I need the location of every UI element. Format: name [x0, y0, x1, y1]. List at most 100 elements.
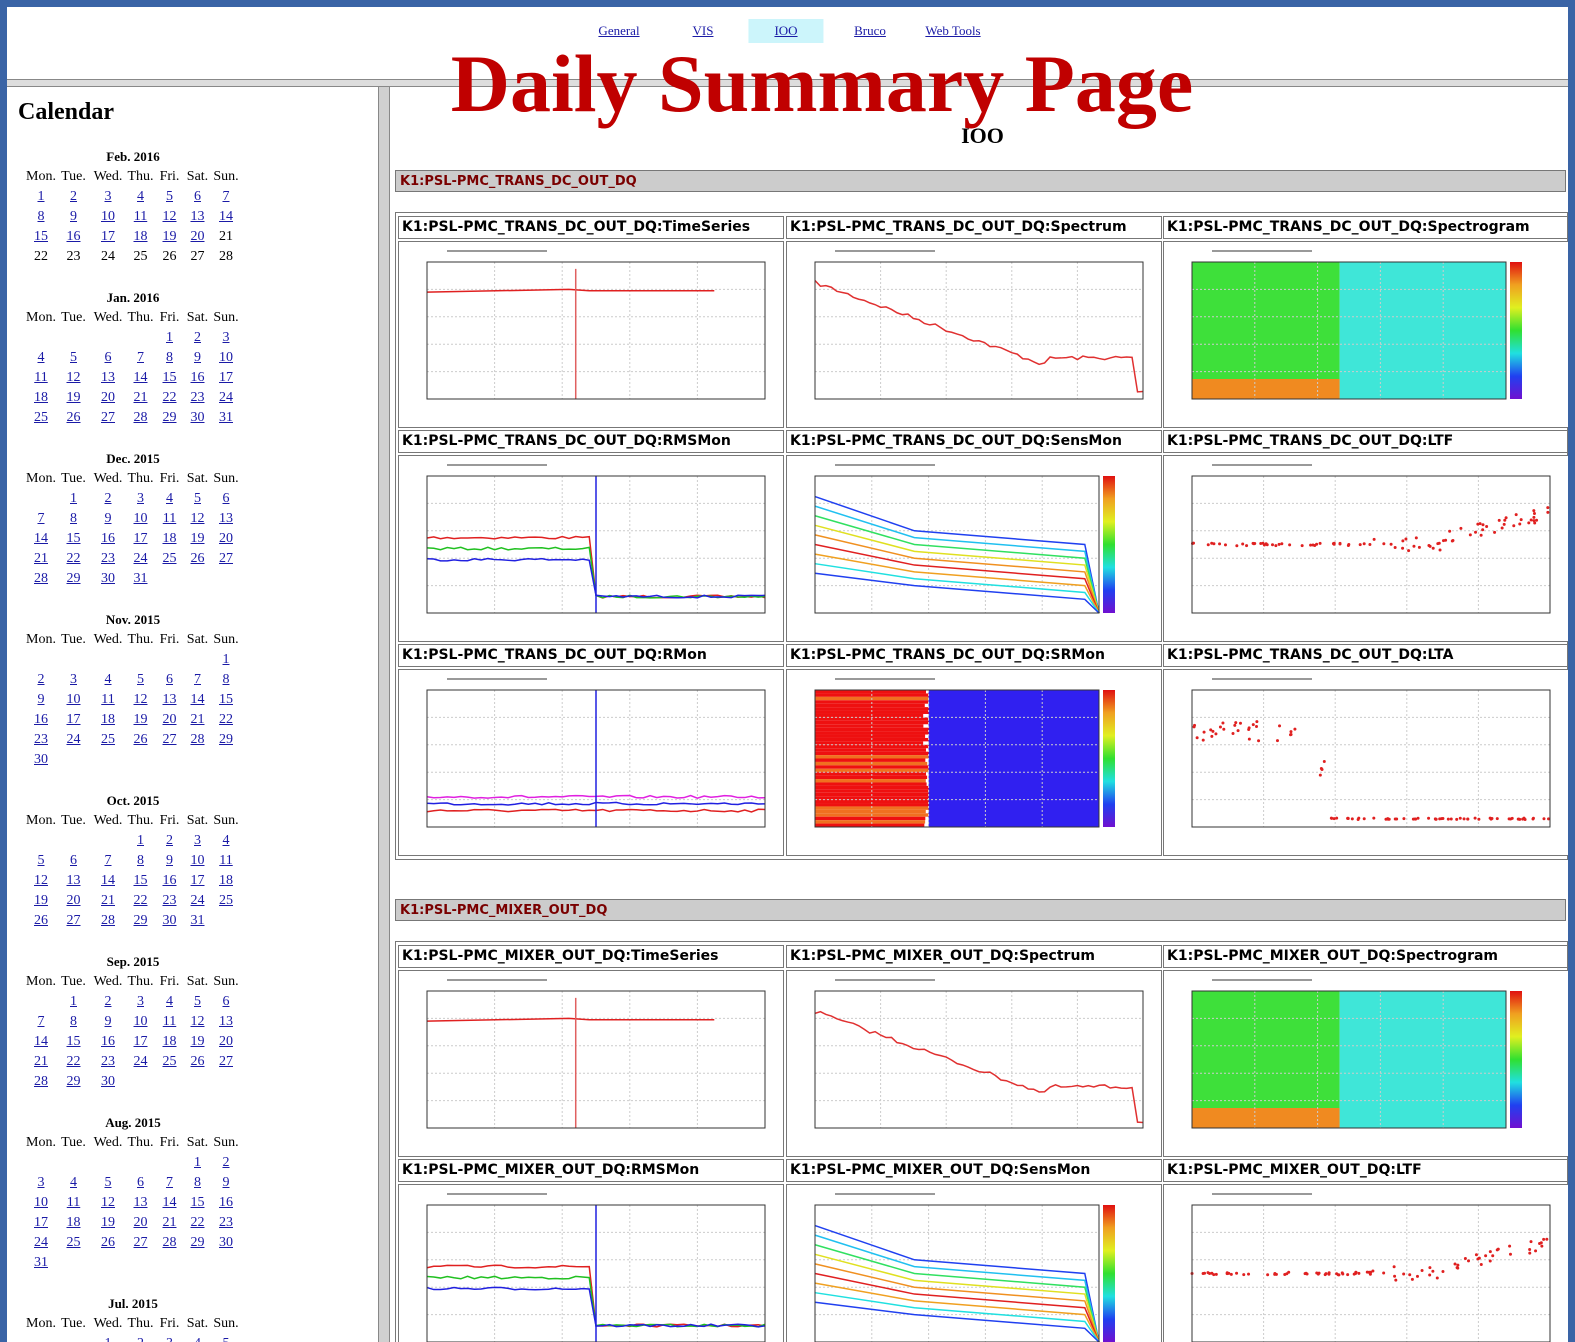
- day-link[interactable]: 22: [162, 390, 177, 405]
- day-link[interactable]: 17: [219, 370, 233, 385]
- day-link[interactable]: 14: [133, 370, 148, 385]
- day-link[interactable]: 9: [37, 692, 45, 707]
- day-link[interactable]: 15: [34, 229, 48, 244]
- day-link[interactable]: 17: [133, 1034, 148, 1049]
- day-link[interactable]: 25: [66, 1235, 81, 1250]
- day-link[interactable]: 8: [70, 511, 77, 526]
- day-link[interactable]: 7: [37, 1014, 45, 1029]
- day-link[interactable]: 8: [137, 853, 144, 868]
- day-link[interactable]: 13: [66, 873, 81, 888]
- day-link[interactable]: 5: [166, 189, 173, 204]
- day-link[interactable]: 21: [101, 893, 115, 908]
- day-link[interactable]: 4: [137, 189, 144, 204]
- day-link[interactable]: 3: [194, 833, 201, 848]
- day-link[interactable]: 20: [219, 531, 233, 546]
- day-link[interactable]: 2: [194, 330, 201, 345]
- day-link[interactable]: 18: [133, 229, 148, 244]
- day-link[interactable]: 2: [137, 1336, 144, 1342]
- day-link[interactable]: 4: [166, 491, 173, 506]
- day-link[interactable]: 29: [162, 410, 177, 425]
- day-link[interactable]: 1: [70, 994, 77, 1009]
- day-link[interactable]: 8: [194, 1175, 201, 1190]
- day-link[interactable]: 11: [34, 370, 48, 385]
- day-link[interactable]: 1: [37, 189, 45, 204]
- day-link[interactable]: 23: [190, 390, 205, 405]
- day-link[interactable]: 22: [190, 1215, 205, 1230]
- day-link[interactable]: 20: [101, 390, 115, 405]
- day-link[interactable]: 16: [66, 229, 81, 244]
- day-link[interactable]: 17: [66, 712, 81, 727]
- day-link[interactable]: 11: [66, 1195, 81, 1210]
- day-link[interactable]: 25: [101, 732, 115, 747]
- day-link[interactable]: 9: [194, 350, 201, 365]
- day-link[interactable]: 10: [101, 209, 115, 224]
- day-link[interactable]: 5: [70, 350, 77, 365]
- day-link[interactable]: 3: [137, 994, 144, 1009]
- day-link[interactable]: 14: [34, 1034, 48, 1049]
- day-link[interactable]: 7: [137, 350, 144, 365]
- day-link[interactable]: 15: [66, 531, 81, 546]
- day-link[interactable]: 30: [162, 913, 177, 928]
- nav-link[interactable]: VIS: [692, 23, 714, 38]
- day-link[interactable]: 19: [162, 229, 177, 244]
- day-link[interactable]: 13: [162, 692, 177, 707]
- day-link[interactable]: 15: [66, 1034, 81, 1049]
- day-link[interactable]: 15: [190, 1195, 205, 1210]
- day-link[interactable]: 27: [133, 1235, 148, 1250]
- day-link[interactable]: 29: [66, 1074, 81, 1089]
- day-link[interactable]: 22: [66, 551, 81, 566]
- day-link[interactable]: 5: [194, 994, 201, 1009]
- day-link[interactable]: 5: [104, 1175, 112, 1190]
- day-link[interactable]: 23: [219, 1215, 233, 1230]
- day-link[interactable]: 24: [190, 893, 205, 908]
- day-link[interactable]: 19: [101, 1215, 115, 1230]
- day-link[interactable]: 30: [101, 1074, 115, 1089]
- day-link[interactable]: 2: [37, 672, 45, 687]
- day-link[interactable]: 17: [190, 873, 205, 888]
- day-link[interactable]: 13: [219, 1014, 233, 1029]
- day-link[interactable]: 7: [194, 672, 201, 687]
- day-link[interactable]: 15: [162, 370, 177, 385]
- day-link[interactable]: 25: [34, 410, 48, 425]
- day-link[interactable]: 23: [101, 551, 115, 566]
- day-link[interactable]: 24: [34, 1235, 48, 1250]
- day-link[interactable]: 10: [66, 692, 81, 707]
- day-link[interactable]: 22: [66, 1054, 81, 1069]
- day-link[interactable]: 1: [194, 1155, 201, 1170]
- day-link[interactable]: 23: [162, 893, 177, 908]
- day-link[interactable]: 13: [101, 370, 115, 385]
- day-link[interactable]: 7: [37, 511, 45, 526]
- day-link[interactable]: 5: [137, 672, 144, 687]
- day-link[interactable]: 14: [190, 692, 205, 707]
- day-link[interactable]: 3: [70, 672, 77, 687]
- day-link[interactable]: 21: [162, 1215, 177, 1230]
- day-link[interactable]: 1: [137, 833, 144, 848]
- day-link[interactable]: 24: [133, 1054, 148, 1069]
- day-link[interactable]: 16: [190, 370, 205, 385]
- day-link[interactable]: 28: [34, 1074, 48, 1089]
- day-link[interactable]: 5: [37, 853, 45, 868]
- day-link[interactable]: 14: [219, 209, 233, 224]
- day-link[interactable]: 14: [34, 531, 48, 546]
- nav-link[interactable]: General: [598, 23, 640, 38]
- day-link[interactable]: 20: [219, 1034, 233, 1049]
- day-link[interactable]: 18: [162, 1034, 177, 1049]
- day-link[interactable]: 1: [166, 330, 173, 345]
- day-link[interactable]: 2: [104, 491, 112, 506]
- day-link[interactable]: 10: [133, 511, 148, 526]
- day-link[interactable]: 8: [222, 672, 230, 687]
- day-link[interactable]: 2: [166, 833, 173, 848]
- day-link[interactable]: 26: [34, 913, 48, 928]
- day-link[interactable]: 21: [190, 712, 205, 727]
- day-link[interactable]: 29: [133, 913, 148, 928]
- day-link[interactable]: 12: [101, 1195, 115, 1210]
- day-link[interactable]: 11: [219, 853, 233, 868]
- day-link[interactable]: 3: [104, 189, 112, 204]
- day-link[interactable]: 15: [133, 873, 148, 888]
- day-link[interactable]: 11: [101, 692, 115, 707]
- day-link[interactable]: 12: [133, 692, 148, 707]
- day-link[interactable]: 19: [190, 1034, 205, 1049]
- day-link[interactable]: 29: [219, 732, 233, 747]
- day-link[interactable]: 21: [133, 390, 148, 405]
- day-link[interactable]: 8: [37, 209, 45, 224]
